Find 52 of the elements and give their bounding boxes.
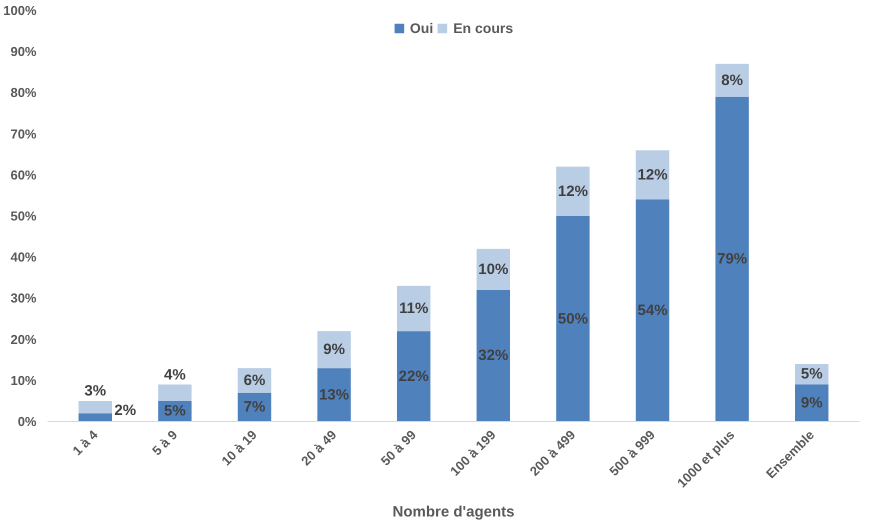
data-label: 6% bbox=[244, 372, 266, 389]
data-label: 54% bbox=[638, 302, 668, 320]
data-label: 4% bbox=[164, 366, 186, 384]
data-label: 22% bbox=[398, 368, 429, 385]
x-tick-label: 20 à 49 bbox=[298, 427, 340, 468]
data-label: 9% bbox=[323, 341, 345, 358]
y-tick-label: 20% bbox=[10, 332, 37, 347]
data-label: 50% bbox=[558, 310, 588, 328]
data-label: 2% bbox=[114, 402, 136, 420]
legend-label: En cours bbox=[453, 20, 514, 36]
x-tick-label: 5 à 9 bbox=[149, 427, 180, 458]
bar bbox=[556, 166, 590, 216]
x-tick-label: 100 à 199 bbox=[447, 427, 499, 479]
x-tick-label: 500 à 999 bbox=[606, 427, 658, 479]
bar bbox=[715, 96, 749, 422]
x-tick-label: 10 à 19 bbox=[218, 427, 260, 468]
y-tick-label: 40% bbox=[10, 250, 37, 265]
bar bbox=[396, 331, 430, 422]
data-label: 79% bbox=[717, 250, 748, 268]
bar bbox=[556, 216, 590, 422]
y-tick-label: 80% bbox=[10, 85, 37, 100]
data-label: 12% bbox=[558, 182, 588, 200]
y-tick-label: 100% bbox=[3, 3, 37, 18]
bar bbox=[78, 413, 112, 422]
y-tick-label: 90% bbox=[10, 44, 37, 60]
data-label: 7% bbox=[244, 398, 266, 416]
data-label: 11% bbox=[399, 300, 428, 317]
data-label: 10% bbox=[478, 260, 508, 278]
y-tick-label: 0% bbox=[18, 414, 37, 429]
data-label: 32% bbox=[478, 347, 508, 364]
data-label: 13% bbox=[319, 386, 350, 404]
bar bbox=[636, 200, 670, 422]
x-tick-label: 1 à 4 bbox=[70, 426, 102, 458]
data-label: 12% bbox=[638, 166, 668, 184]
data-label: 3% bbox=[84, 382, 106, 400]
y-tick-label: 30% bbox=[10, 290, 37, 306]
bar bbox=[158, 384, 192, 401]
x-tick-label: 200 à 499 bbox=[526, 427, 578, 479]
x-axis-title: Nombre d'agents bbox=[392, 504, 514, 521]
data-label: 8% bbox=[721, 72, 743, 89]
y-tick-label: 10% bbox=[10, 372, 37, 388]
y-tick-label: 50% bbox=[10, 208, 37, 224]
x-tick-label: 50 à 99 bbox=[378, 427, 419, 468]
data-label: 9% bbox=[800, 394, 823, 412]
data-label: 5% bbox=[800, 366, 823, 383]
bar bbox=[476, 290, 510, 422]
y-tick-label: 70% bbox=[10, 126, 37, 142]
data-label: 5% bbox=[164, 402, 186, 420]
legend-label: Oui bbox=[410, 20, 434, 36]
bar bbox=[78, 400, 112, 414]
bar bbox=[317, 368, 351, 422]
y-tick-label: 60% bbox=[10, 167, 37, 182]
